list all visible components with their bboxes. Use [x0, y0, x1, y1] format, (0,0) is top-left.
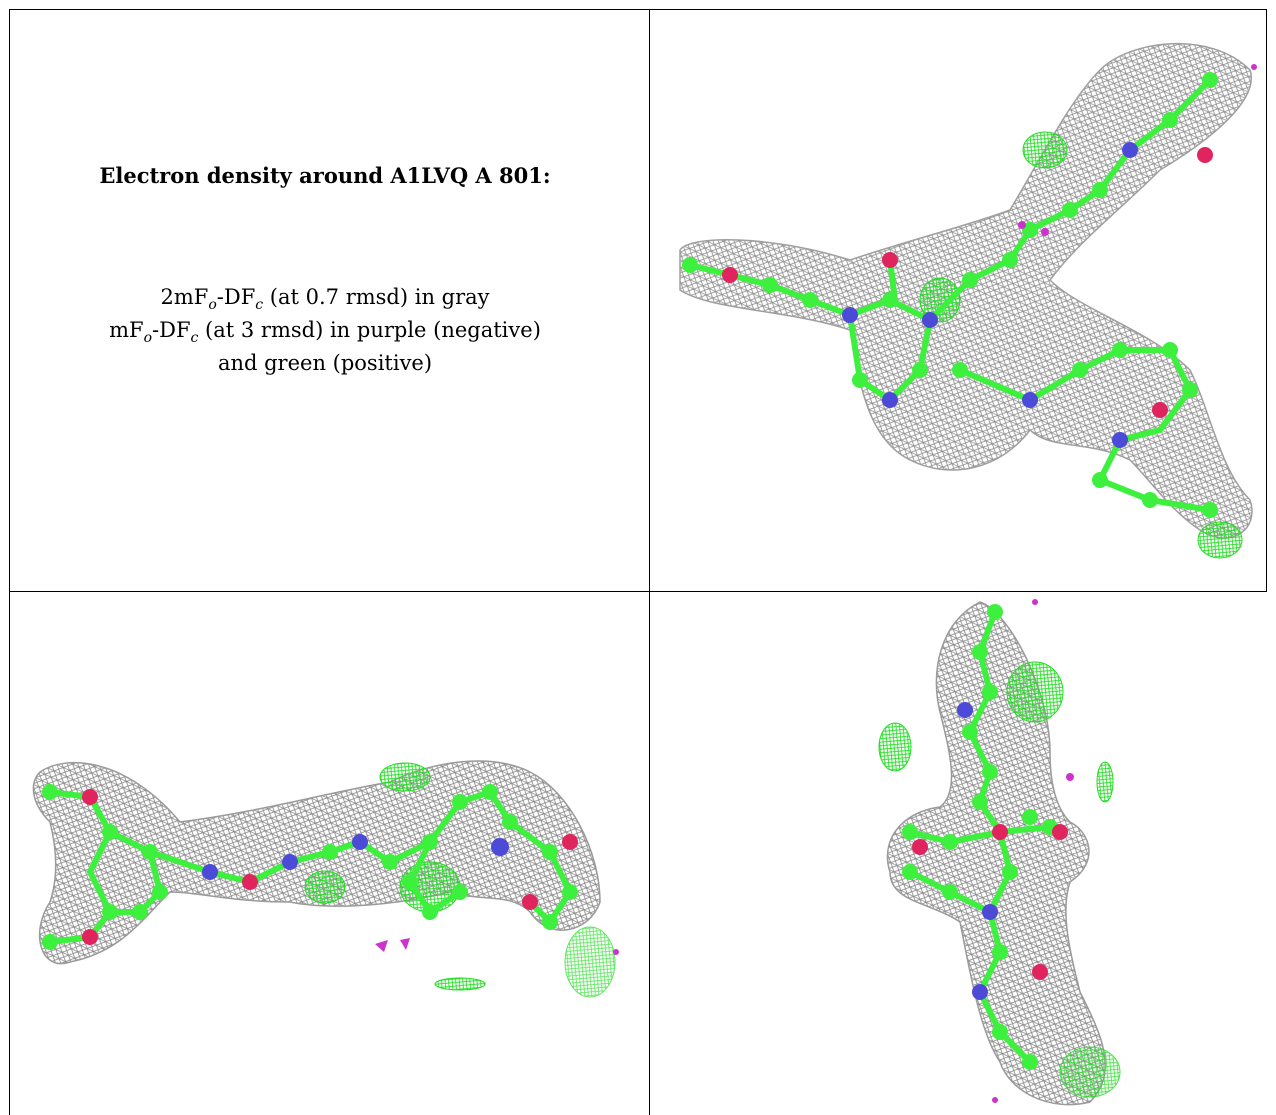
border-right: [1266, 9, 1267, 591]
caption-line-positive: and green (positive): [217, 351, 433, 375]
positive-density-blobs: [878, 661, 1121, 1098]
ligand-atoms: [902, 604, 1068, 1070]
density-mesh: [32, 760, 601, 965]
caption-title: Electron density around A1LVQ A 801:: [99, 163, 551, 188]
border-mid: [9, 591, 1267, 592]
caption-line-fo: mFo-DFc (at 3 rmsd) in purple (negative): [109, 318, 541, 347]
border-left: [9, 9, 10, 1115]
positive-density-blobs: [304, 762, 616, 998]
bottom-left-view: [10, 592, 649, 1115]
negative-density-blobs: [992, 599, 1074, 1103]
negative-density-blobs: [1018, 64, 1257, 236]
density-mesh: [886, 601, 1106, 1106]
positive-density-blobs: [919, 131, 1243, 559]
top-right-view: [650, 10, 1266, 591]
ligand-atoms: [682, 72, 1218, 518]
caption-line-2fo: 2mFo-DFc (at 0.7 rmsd) in gray: [160, 285, 490, 314]
bottom-right-view: [650, 592, 1266, 1115]
ligand-atoms: [42, 784, 578, 950]
caption-cell: Electron density around A1LVQ A 801: 2mF…: [10, 0, 640, 590]
negative-density-blobs: [375, 938, 619, 955]
border-middle: [649, 9, 650, 1115]
border-top: [9, 9, 1267, 10]
